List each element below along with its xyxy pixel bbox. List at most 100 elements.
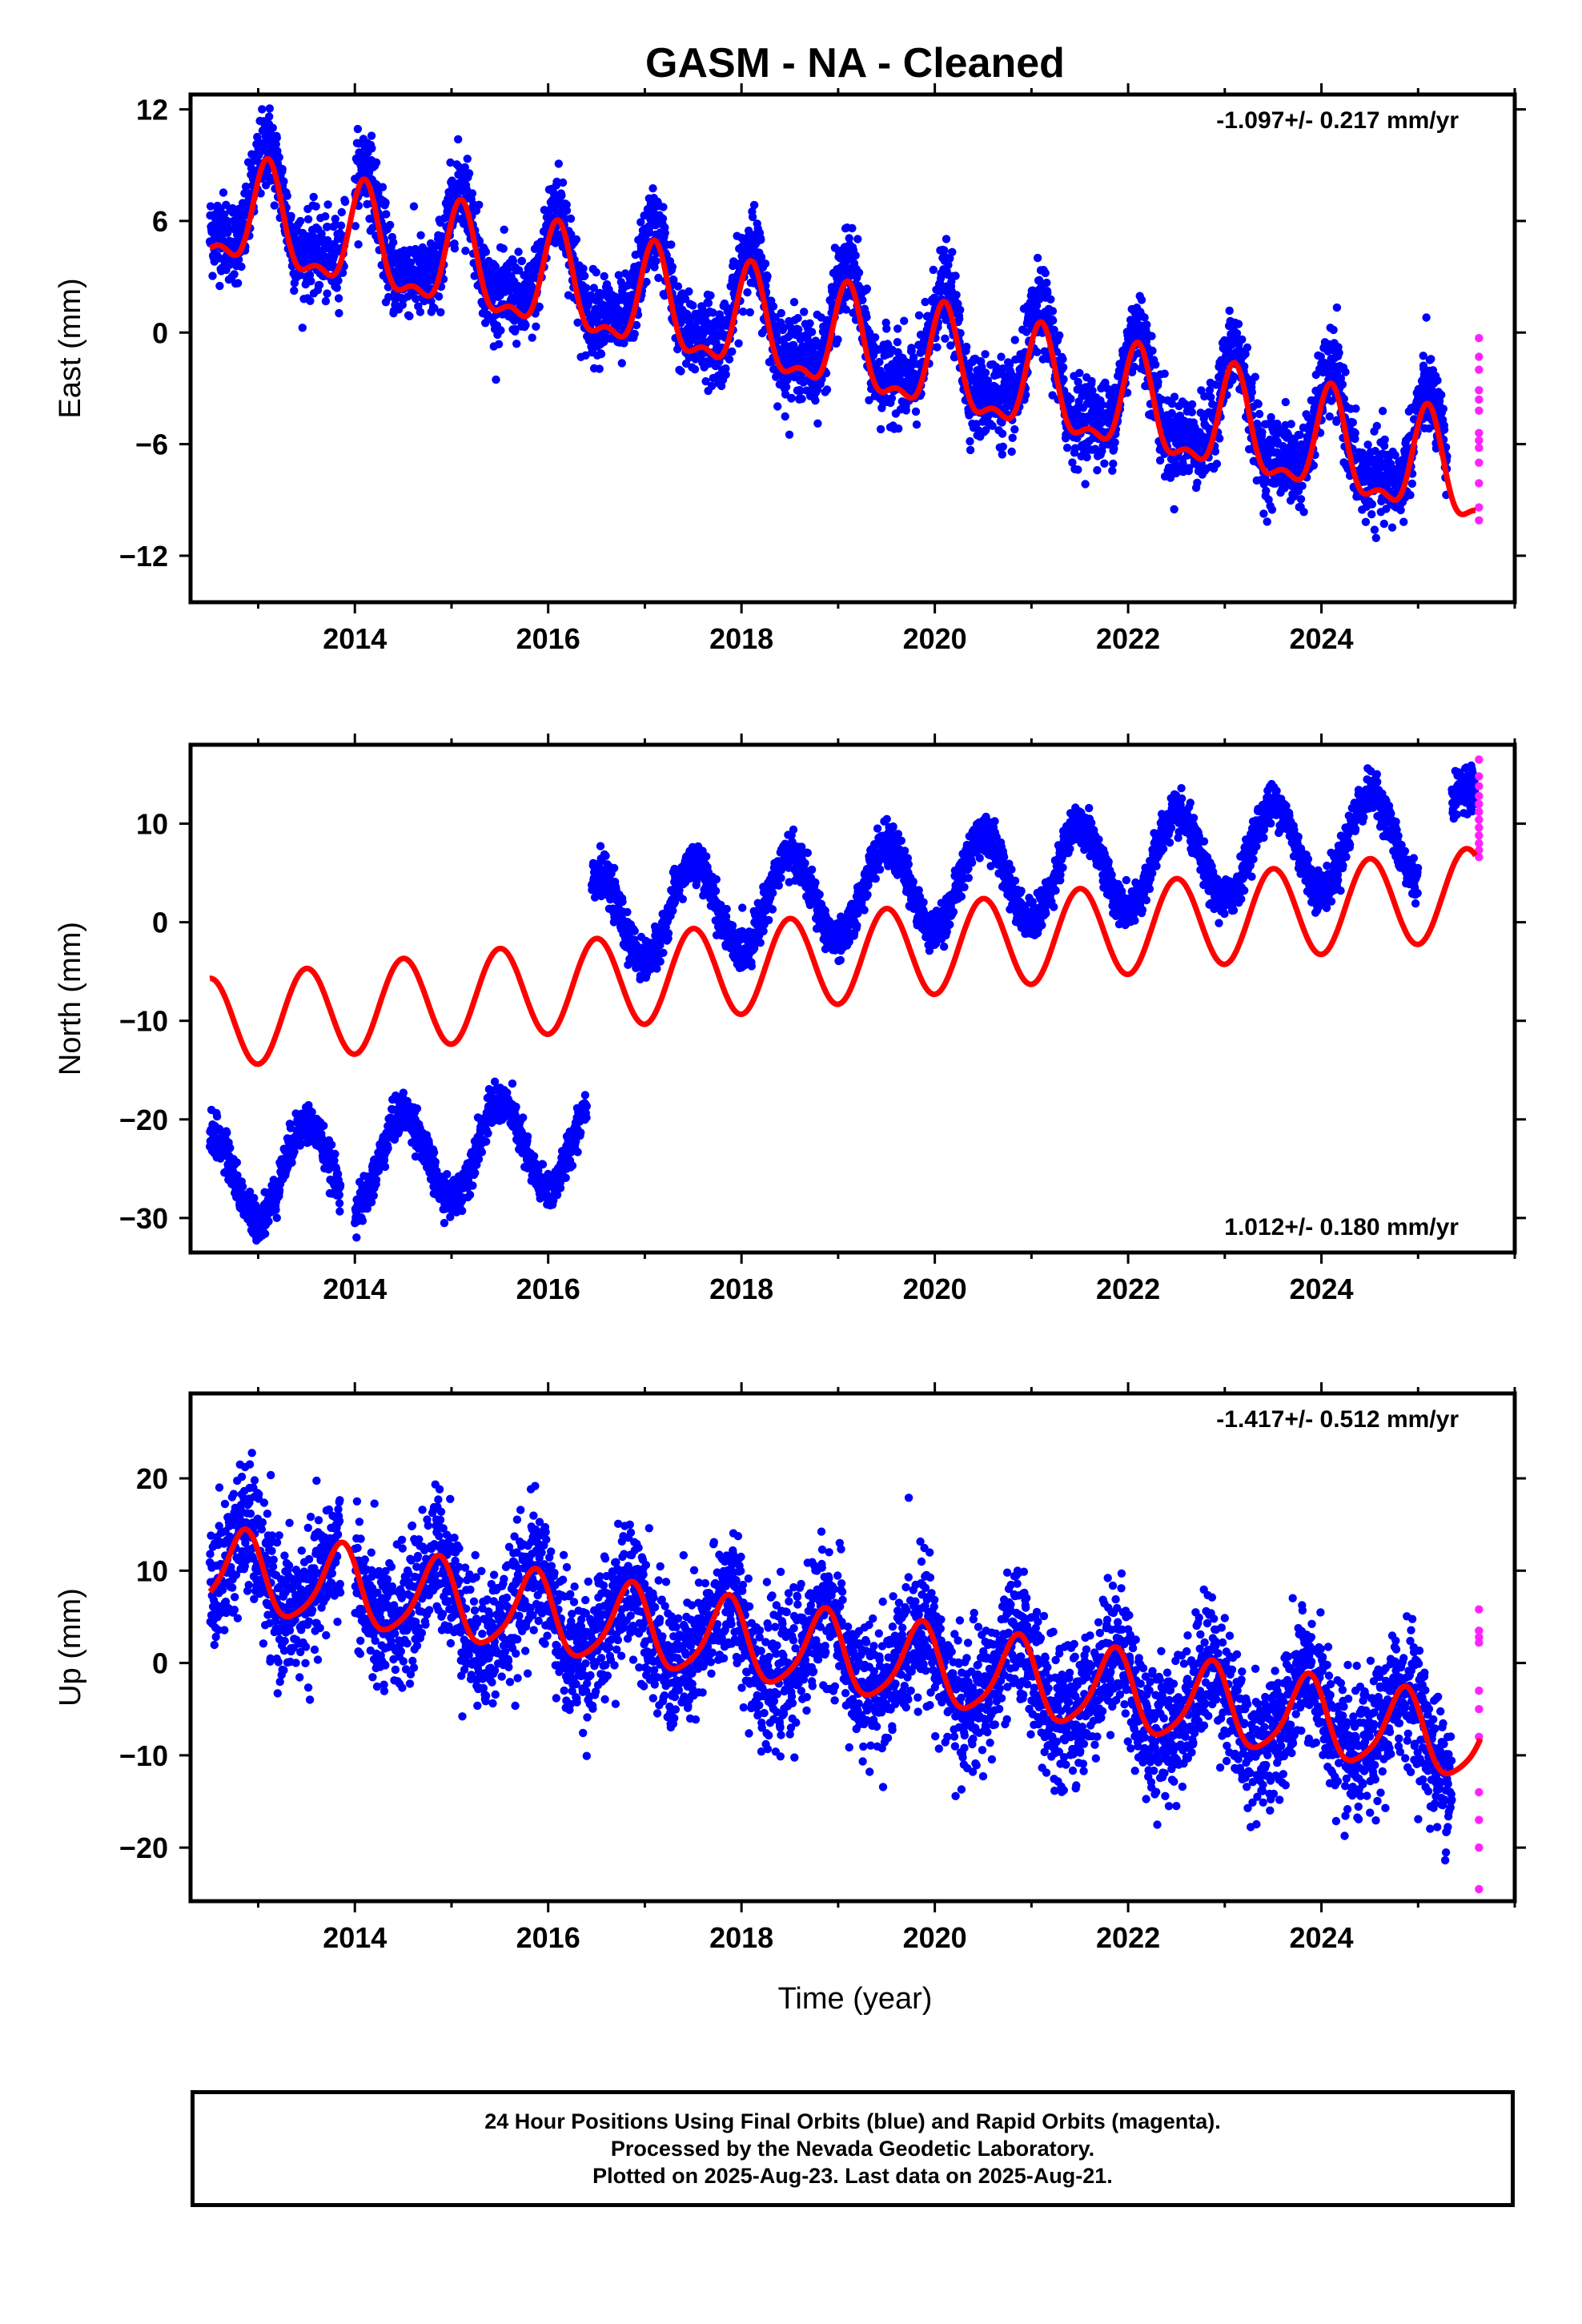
east-final-point: [706, 291, 715, 300]
east-final-point: [305, 271, 315, 279]
north-final-point: [261, 1229, 270, 1238]
east-final-point: [500, 225, 508, 234]
east-final-point: [1041, 268, 1050, 278]
east-final-point: [1048, 307, 1058, 316]
east-final-point: [1010, 425, 1019, 434]
east-final-point: [1148, 346, 1157, 356]
east-final-point: [499, 244, 508, 253]
east-final-point: [1207, 392, 1215, 402]
east-final-point: [689, 301, 697, 310]
east-final-point: [446, 158, 455, 167]
east-final-point: [805, 319, 814, 328]
east-final-point: [1147, 332, 1156, 340]
east-final-point: [807, 328, 817, 336]
east-final-point: [409, 202, 419, 211]
east-final-point: [332, 283, 341, 292]
east-final-point: [552, 177, 561, 187]
east-final-point: [1437, 390, 1446, 400]
east-final-point: [822, 385, 832, 394]
east-final-point: [335, 308, 343, 318]
east-final-point: [1187, 408, 1197, 416]
east-final-point: [1259, 509, 1268, 518]
east-final-point: [279, 177, 288, 186]
east-xtick-label: 2018: [709, 622, 773, 655]
east-final-point: [1059, 375, 1068, 384]
east-final-point: [306, 296, 315, 305]
east-final-point: [1066, 394, 1075, 404]
east-final-point: [677, 367, 685, 376]
east-final-point: [430, 304, 439, 312]
east-final-point: [512, 340, 521, 348]
east-final-point: [1193, 478, 1202, 487]
east-final-point: [586, 291, 596, 300]
east-final-point: [761, 259, 770, 268]
east-final-point: [659, 203, 668, 211]
east-final-point: [785, 430, 794, 439]
east-final-point: [668, 263, 677, 271]
east-final-point: [1351, 428, 1359, 437]
east-final-point: [685, 287, 693, 296]
east-final-point: [1332, 303, 1342, 312]
east-final-point: [234, 279, 243, 287]
east-final-point: [1387, 523, 1397, 532]
east-rapid-point: [1475, 444, 1484, 452]
east-final-point: [652, 256, 661, 266]
east-final-point: [323, 289, 331, 298]
east-final-point: [258, 105, 267, 114]
east-final-point: [704, 299, 713, 308]
east-final-point: [614, 305, 623, 314]
east-final-point: [580, 271, 589, 280]
east-final-point: [642, 277, 651, 287]
east-final-point: [508, 256, 518, 266]
east-final-point: [743, 287, 752, 297]
east-final-point: [1033, 253, 1042, 263]
east-final-point: [648, 184, 657, 193]
east-final-point: [450, 244, 460, 253]
east-final-point: [237, 262, 246, 271]
east-xtick-label: 2020: [903, 622, 967, 655]
east-final-point: [573, 318, 582, 327]
east-final-point: [567, 230, 576, 239]
figure-title: GASM - NA - Cleaned: [645, 40, 1065, 86]
east-final-point: [1367, 510, 1376, 519]
east-final-point: [1407, 479, 1417, 489]
east-final-point: [728, 347, 737, 356]
east-rapid-point: [1475, 428, 1484, 437]
east-xtick-label: 2024: [1289, 622, 1353, 655]
east-final-point: [454, 135, 463, 144]
east-rapid-point: [1475, 436, 1484, 445]
east-final-point: [309, 192, 318, 202]
east-final-point: [226, 260, 235, 269]
east-final-point: [933, 343, 942, 352]
east-final-point: [1399, 517, 1408, 526]
east-ytick-label: 6: [152, 205, 168, 238]
east-xtick-label: 2014: [323, 622, 387, 655]
east-final-point: [645, 228, 654, 237]
north-final-point: [238, 1182, 247, 1192]
east-final-point: [521, 320, 530, 330]
east-final-point: [1058, 363, 1068, 372]
east-ylabel: East (mm): [54, 278, 87, 418]
east-final-point: [1087, 376, 1096, 386]
east-final-point: [378, 183, 387, 191]
east-final-point: [1338, 380, 1347, 389]
east-final-point: [952, 291, 961, 300]
east-final-point: [1049, 316, 1058, 325]
east-final-point: [596, 349, 606, 359]
east-final-point: [948, 247, 957, 256]
east-final-point: [1100, 459, 1109, 468]
east-final-point: [427, 296, 436, 306]
east-final-point: [1160, 369, 1169, 378]
north-final-point: [223, 1128, 231, 1137]
east-final-point: [658, 214, 668, 223]
east-final-point: [351, 222, 360, 231]
east-final-point: [475, 200, 484, 209]
east-final-point: [562, 206, 572, 215]
east-final-point: [323, 223, 332, 231]
east-final-point: [230, 270, 239, 279]
east-xtick-label: 2022: [1096, 622, 1160, 655]
east-final-point: [1062, 444, 1072, 452]
east-final-point: [461, 247, 470, 255]
east-rapid-point: [1475, 334, 1484, 343]
east-final-point: [942, 235, 951, 243]
